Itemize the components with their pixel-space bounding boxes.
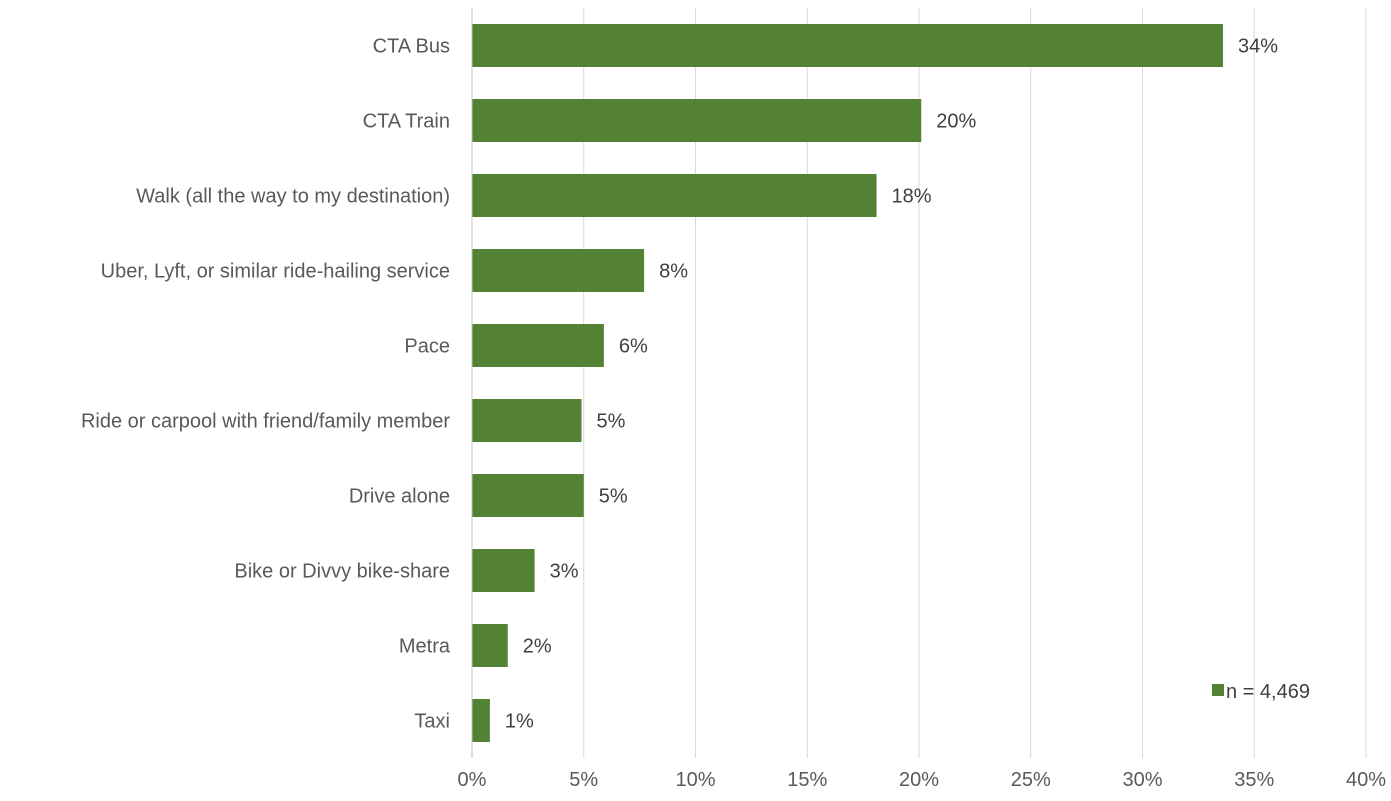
bar: [472, 549, 535, 592]
data-label: 5%: [599, 486, 628, 508]
data-label: 6%: [619, 336, 648, 358]
data-label: 3%: [550, 561, 579, 583]
category-label: Metra: [399, 636, 451, 658]
category-label: Drive alone: [349, 486, 450, 508]
bar: [472, 24, 1223, 67]
category-label: Bike or Divvy bike-share: [234, 561, 450, 583]
bars: [472, 24, 1223, 742]
x-tick-label: 40%: [1346, 769, 1386, 791]
data-label: 8%: [659, 261, 688, 283]
x-tick-label: 25%: [1011, 769, 1051, 791]
bar: [472, 324, 604, 367]
data-label: 18%: [892, 186, 932, 208]
category-label: Taxi: [414, 711, 450, 733]
category-label: Walk (all the way to my destination): [136, 186, 450, 208]
bar: [472, 474, 584, 517]
bar: [472, 249, 645, 292]
category-label: Pace: [404, 336, 450, 358]
legend-label: n = 4,469: [1226, 681, 1310, 703]
bar: [472, 399, 582, 442]
legend-swatch: [1212, 684, 1224, 696]
x-tick-label: 15%: [787, 769, 827, 791]
x-tick-label: 5%: [569, 769, 598, 791]
legend: n = 4,469: [1212, 681, 1310, 703]
category-label: Uber, Lyft, or similar ride-hailing serv…: [101, 261, 450, 283]
bar: [472, 99, 922, 142]
data-label: 20%: [936, 111, 976, 133]
x-tick-label: 30%: [1122, 769, 1162, 791]
data-label: 5%: [597, 411, 626, 433]
data-label: 34%: [1238, 36, 1278, 58]
bar: [472, 624, 508, 667]
category-label: CTA Train: [363, 111, 450, 133]
x-tick-label: 35%: [1234, 769, 1274, 791]
labels: 0% 5% 10% 15% 20% 25% 30% 35% 40% CTA Bus 34% CTA T…: [81, 36, 1386, 792]
category-label: CTA Bus: [373, 36, 450, 58]
bar: [472, 174, 877, 217]
category-label: Ride or carpool with friend/family membe…: [81, 411, 450, 433]
x-tick-label: 10%: [675, 769, 715, 791]
data-label: 1%: [505, 711, 534, 733]
bar: [472, 699, 490, 742]
data-label: 2%: [523, 636, 552, 658]
x-tick-label: 0%: [458, 769, 487, 791]
x-tick-label: 20%: [899, 769, 939, 791]
